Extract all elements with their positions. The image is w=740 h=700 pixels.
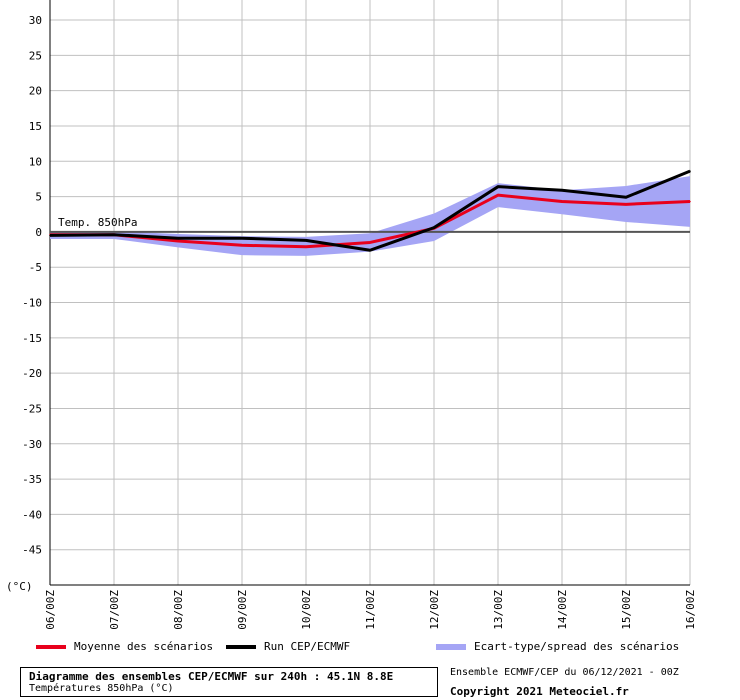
run-point: [689, 170, 691, 172]
y-tick-label: 25: [29, 49, 42, 62]
legend-spread-swatch: [436, 643, 466, 650]
mean-point: [497, 194, 499, 196]
legend-spread-label: Ecart-type/spread des scénarios: [474, 640, 680, 653]
mean-point: [305, 245, 307, 248]
x-tick-label: 12/00Z: [428, 590, 441, 630]
spread-band: [50, 176, 690, 256]
y-tick-label: -5: [29, 261, 42, 274]
spread-band-area: [50, 176, 690, 256]
run-point: [113, 233, 115, 236]
legend-mean: Moyenne des scénarios: [36, 640, 213, 653]
series-lines: [49, 169, 691, 252]
y-tick-label: 15: [29, 120, 42, 133]
x-tick-label: 07/00Z: [108, 590, 121, 630]
run-point: [305, 239, 307, 242]
x-tick-label: 08/00Z: [172, 590, 185, 630]
mean-point: [241, 244, 243, 247]
y-tick-label: 30: [29, 14, 42, 27]
y-tick-label: -45: [22, 544, 42, 557]
legend-mean-swatch: [36, 644, 66, 649]
ensemble-chart: 30 25 20 15 10 5 0 -5 -10 -15 -20 -25 -30 -35 -40 -45 0…: [6, 0, 697, 630]
legend-run: Run CEP/ECMWF: [226, 640, 350, 653]
run-point: [369, 249, 371, 252]
y-tick-label: 5: [35, 191, 42, 204]
legend-run-swatch: [226, 644, 256, 649]
mean-point: [177, 240, 179, 242]
legend-spread: Ecart-type/spread des scénarios: [436, 640, 679, 653]
y-tick-label: -15: [22, 332, 42, 345]
footer-subtitle: Températures 850hPa (°C): [29, 683, 174, 694]
mean-point: [369, 241, 371, 244]
run-info: Ensemble ECMWF/CEP du 06/12/2021 - 00Z: [450, 667, 679, 678]
footer-title-box: Diagramme des ensembles CEP/ECMWF sur 24…: [20, 667, 438, 697]
y-tick-label: -10: [22, 297, 42, 310]
run-point: [49, 234, 51, 237]
x-tick-label: 11/00Z: [364, 590, 377, 630]
x-tick-label: 06/00Z: [44, 590, 57, 630]
x-tick-labels: 06/00Z 07/00Z 08/00Z 09/00Z 10/00Z 11/00Z 12/0…: [44, 590, 697, 630]
footer-title: Diagramme des ensembles CEP/ECMWF sur 24…: [29, 670, 394, 683]
inner-chart-label: Temp. 850hPa: [58, 216, 137, 229]
x-tick-label: 09/00Z: [236, 590, 249, 630]
x-tick-label: 16/00Z: [684, 590, 697, 630]
x-tick-label: 10/00Z: [300, 590, 313, 630]
run-point: [433, 226, 435, 229]
y-tick-label: -25: [22, 402, 42, 415]
y-tick-labels: 30 25 20 15 10 5 0 -5 -10 -15 -20 -25 -30 -35 -40 -45: [22, 14, 42, 557]
run-point: [177, 237, 179, 240]
legend-mean-label: Moyenne des scénarios: [74, 640, 214, 653]
x-tick-label: 15/00Z: [620, 590, 633, 630]
legend-run-label: Run CEP/ECMWF: [264, 640, 351, 653]
grid-lines: [49, 0, 691, 586]
y-tick-label: -35: [22, 473, 42, 486]
mean-point: [561, 200, 563, 203]
run-point: [241, 237, 243, 240]
y-tick-label: 20: [29, 85, 42, 98]
mean-point: [689, 200, 691, 203]
y-tick-label: -20: [22, 367, 42, 380]
y-tick-label: -30: [22, 438, 42, 451]
y-tick-label: -40: [22, 508, 42, 521]
x-tick-label: 14/00Z: [556, 590, 569, 630]
mean-point: [625, 203, 627, 206]
run-point: [625, 196, 627, 199]
x-tick-label: 13/00Z: [492, 590, 505, 630]
copyright: Copyright 2021 Meteociel.fr: [450, 685, 629, 698]
run-point: [561, 189, 563, 192]
y-tick-label: 10: [29, 155, 42, 168]
y-tick-label: 0: [35, 226, 42, 239]
y-axis-unit: (°C): [6, 580, 33, 593]
run-point: [497, 185, 499, 188]
